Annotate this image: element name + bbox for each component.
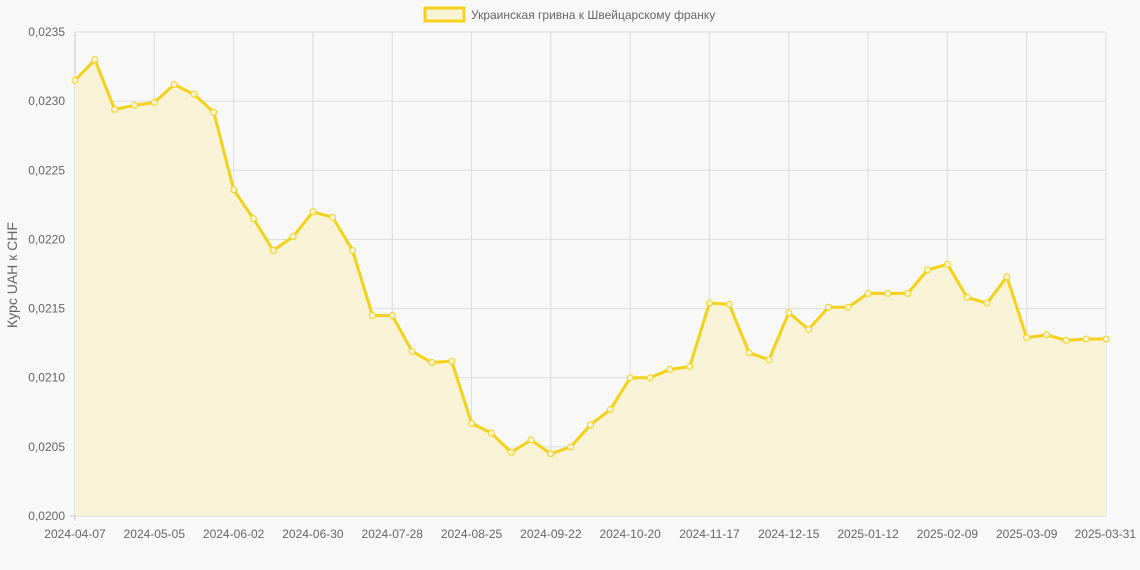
data-point[interactable] (884, 289, 892, 297)
data-point[interactable] (1102, 335, 1110, 343)
series-area (75, 59, 1106, 516)
y-tick-label: 0,0215 (28, 302, 65, 316)
data-point[interactable] (130, 101, 138, 109)
data-point[interactable] (329, 213, 337, 221)
data-point[interactable] (349, 246, 357, 254)
data-point[interactable] (587, 421, 594, 429)
x-tick-label: 2025-01-12 (837, 527, 899, 541)
data-point[interactable] (904, 289, 912, 297)
x-axis-ticks: 2024-04-07 2024-05-05 2024-06-02 2024-06-30… (44, 527, 1136, 541)
data-point[interactable] (1003, 273, 1011, 281)
data-points-layer (71, 56, 1110, 458)
data-point[interactable] (170, 81, 178, 89)
data-point[interactable] (983, 299, 991, 307)
data-point[interactable] (448, 357, 456, 365)
data-point[interactable] (249, 215, 257, 223)
x-tick-label: 2024-10-20 (599, 527, 661, 541)
legend[interactable]: Украинская гривна к Швейцарскому франку (423, 6, 715, 23)
data-point[interactable] (666, 365, 674, 373)
area-fill-layer (75, 59, 1106, 516)
x-tick-label: 2024-04-07 (44, 527, 106, 541)
data-point[interactable] (805, 325, 813, 333)
y-tick-label: 0,0210 (28, 371, 65, 385)
data-point[interactable] (408, 347, 416, 355)
data-point[interactable] (765, 356, 773, 364)
data-point[interactable] (428, 359, 436, 367)
data-point[interactable] (1043, 331, 1051, 339)
data-point[interactable] (507, 448, 515, 456)
data-point[interactable] (91, 56, 99, 64)
data-point[interactable] (606, 406, 614, 414)
data-point[interactable] (527, 436, 535, 444)
data-point[interactable] (1062, 336, 1070, 344)
y-tick-label: 0,0225 (28, 163, 65, 177)
data-point[interactable] (289, 233, 297, 241)
y-tick-label: 0,0235 (28, 25, 65, 39)
data-point[interactable] (1023, 334, 1031, 342)
y-tick-label: 0,0230 (28, 94, 65, 108)
y-tick-label: 0,0220 (28, 232, 65, 246)
x-tick-label: 2024-11-17 (679, 527, 740, 541)
y-axis-ticks: 0,0235 0,0230 0,0225 0,0220 0,0215 0,0210 0,02… (28, 25, 65, 523)
data-point[interactable] (924, 266, 932, 274)
data-point[interactable] (190, 90, 198, 98)
data-point[interactable] (150, 99, 158, 107)
data-point[interactable] (725, 300, 733, 308)
x-tick-label: 2024-08-25 (441, 527, 503, 541)
data-point[interactable] (963, 294, 971, 302)
data-point[interactable] (309, 208, 317, 216)
data-point[interactable] (210, 108, 218, 116)
data-point[interactable] (368, 311, 376, 319)
data-point[interactable] (71, 76, 79, 84)
legend-swatch[interactable] (423, 6, 466, 23)
x-tick-label: 2024-09-22 (520, 527, 582, 541)
x-tick-label: 2024-12-15 (758, 527, 820, 541)
data-point[interactable] (646, 374, 654, 382)
x-tick-label: 2025-03-09 (996, 527, 1058, 541)
y-tick-label: 0,0200 (28, 509, 65, 523)
data-point[interactable] (705, 299, 713, 307)
data-point[interactable] (864, 289, 872, 297)
data-point[interactable] (1082, 335, 1090, 343)
data-point[interactable] (269, 246, 277, 254)
data-point[interactable] (567, 443, 575, 451)
x-tick-label: 2024-07-28 (362, 527, 424, 541)
data-point[interactable] (686, 363, 694, 371)
data-point[interactable] (547, 450, 555, 458)
x-tick-label: 2025-02-09 (917, 527, 979, 541)
data-point[interactable] (824, 303, 832, 311)
data-point[interactable] (468, 419, 476, 427)
y-axis-title: Курс UAH к CHF (4, 222, 20, 328)
data-point[interactable] (230, 186, 238, 194)
data-point[interactable] (943, 260, 951, 268)
x-tick-label: 2025-03-31 (1075, 527, 1137, 541)
y-tick-label: 0,0205 (28, 440, 65, 454)
legend-label[interactable]: Украинская гривна к Швейцарскому франку (471, 8, 715, 22)
data-point[interactable] (844, 303, 852, 311)
x-tick-label: 2024-06-02 (203, 527, 265, 541)
data-point[interactable] (388, 311, 396, 319)
data-point[interactable] (745, 349, 753, 357)
data-point[interactable] (487, 429, 495, 437)
data-point[interactable] (111, 105, 119, 113)
x-tick-label: 2024-06-30 (282, 527, 344, 541)
data-point[interactable] (626, 374, 634, 382)
x-tick-label: 2024-05-05 (124, 527, 186, 541)
data-point[interactable] (785, 309, 793, 317)
